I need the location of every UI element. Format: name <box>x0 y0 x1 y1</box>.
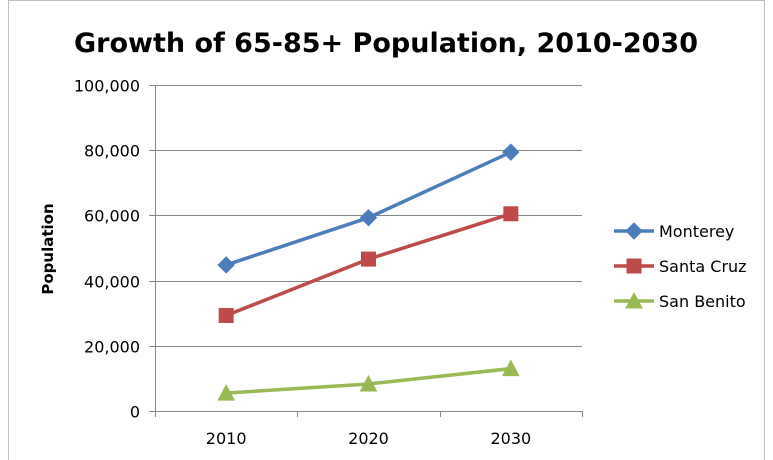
legend-label-santa-cruz: Santa Cruz <box>659 257 747 276</box>
x-tick-label: 2020 <box>348 429 389 448</box>
x-tick-label: 2010 <box>206 429 247 448</box>
data-point-monterey <box>359 208 378 227</box>
data-point-santa-cruz <box>503 206 519 222</box>
data-point-santa-cruz <box>361 251 376 267</box>
data-point-san-benito <box>502 359 520 377</box>
series-markers <box>217 143 520 401</box>
legend-marker-monterey <box>625 222 643 240</box>
data-point-santa-cruz <box>218 307 234 323</box>
y-axis-title: Population <box>39 203 57 294</box>
series-lines <box>225 150 512 395</box>
legend-marker-santa-cruz <box>626 258 642 274</box>
legend-label-san-benito: San Benito <box>659 292 746 311</box>
x-tick-labels: 2010 2020 2030 <box>206 429 531 448</box>
y-tick-label: 80,000 <box>84 142 140 161</box>
data-point-san-benito <box>217 384 236 401</box>
legend-label-monterey: Monterey <box>659 222 734 241</box>
legend-marker-san-benito <box>625 291 643 309</box>
chart-frame <box>8 0 765 460</box>
y-tick-labels: 0 20,000 40,000 60,000 80,000 100,000 <box>74 77 140 422</box>
y-tick-label: 20,000 <box>84 338 140 357</box>
data-point-monterey <box>217 256 235 274</box>
legend: Monterey Santa Cruz San Benito <box>614 222 747 311</box>
axes <box>149 85 583 417</box>
chart-title: Growth of 65-85+ Population, 2010-2030 <box>74 28 698 59</box>
data-point-san-benito <box>359 374 378 392</box>
y-tick-label: 60,000 <box>84 207 140 226</box>
y-tick-label: 0 <box>130 403 140 422</box>
x-tick-label: 2030 <box>490 429 531 448</box>
data-point-monterey <box>502 143 520 161</box>
y-tick-label: 40,000 <box>84 273 140 292</box>
series-line-monterey <box>225 150 512 267</box>
y-tick-label: 100,000 <box>74 77 140 96</box>
